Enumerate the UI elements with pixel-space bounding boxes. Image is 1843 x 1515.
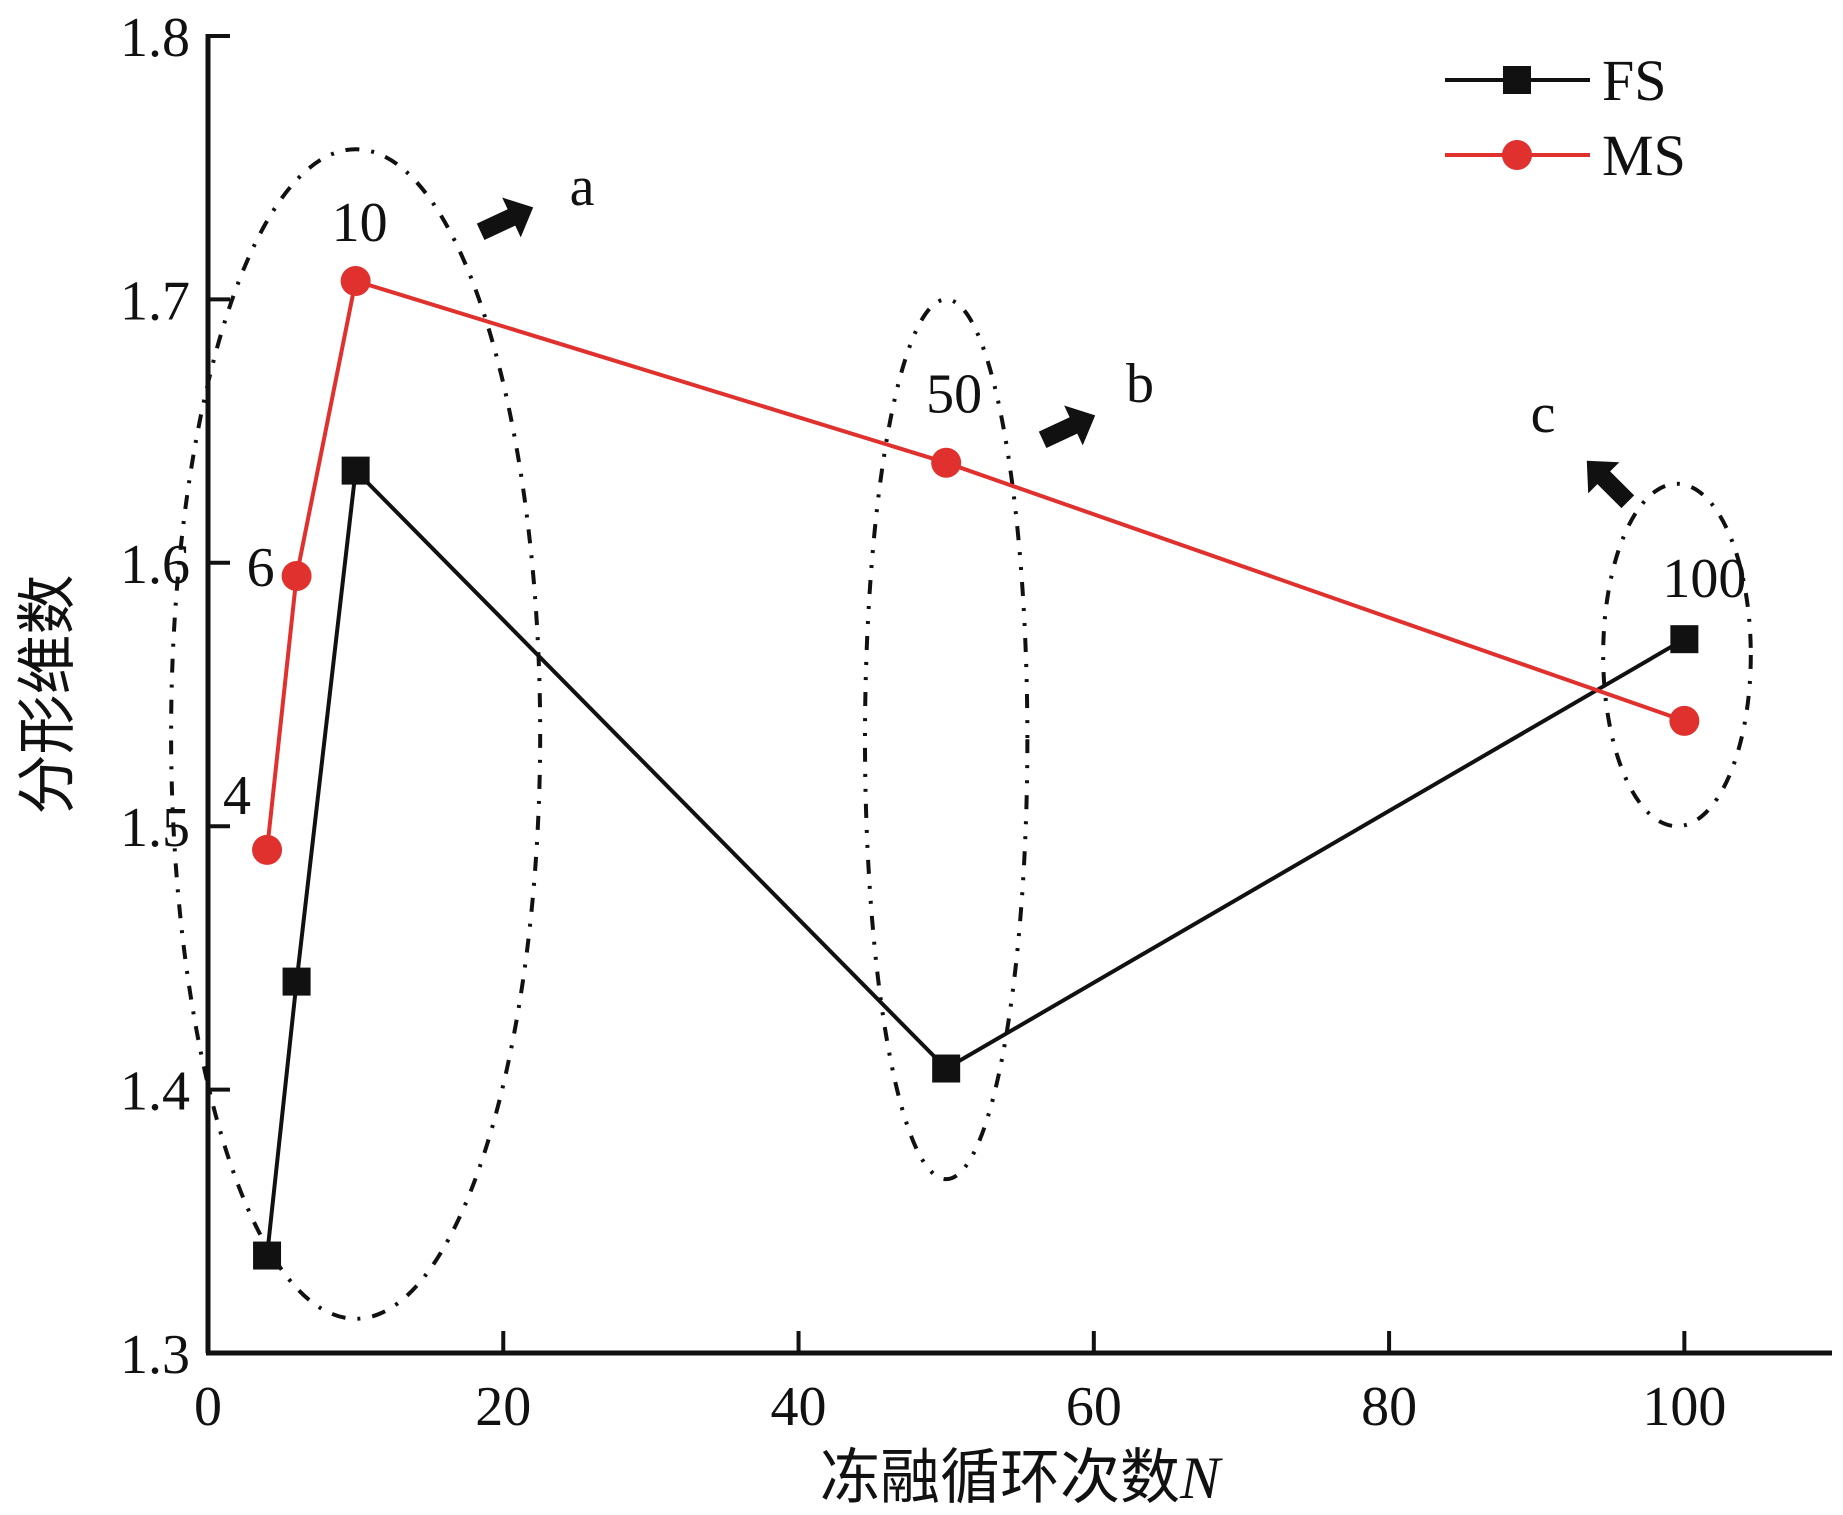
x-tick-label: 80	[1361, 1376, 1417, 1438]
series-ms	[252, 265, 1700, 865]
data-point-ms	[281, 560, 312, 591]
point-label: 4	[223, 765, 251, 827]
legend: FS MS	[1445, 48, 1686, 188]
data-point-ms	[340, 265, 371, 296]
y-tick-label: 1.4	[120, 1061, 190, 1123]
point-label: 10	[332, 192, 388, 254]
arrow-shape	[476, 197, 534, 240]
legend-label: FS	[1602, 48, 1667, 113]
y-tick-label: 1.8	[120, 7, 190, 69]
x-tick-label: 0	[194, 1376, 222, 1438]
series-line-fs	[265, 466, 1686, 1256]
x-tick-label: 60	[1066, 1376, 1122, 1438]
arrow-shape	[1586, 460, 1635, 509]
annotations: 4 6 10 50 100 a b c	[223, 156, 1746, 827]
y-axis-title: 分形维数	[15, 575, 81, 815]
series-layer	[252, 265, 1700, 1270]
y-tick-label: 1.5	[120, 797, 190, 859]
data-point-fs	[253, 1241, 282, 1270]
group-ellipse-a	[169, 147, 543, 1321]
point-label: 100	[1662, 548, 1746, 610]
y-tick-label: 1.3	[120, 1324, 190, 1386]
data-point-ms	[252, 834, 283, 865]
x-tick-label: 100	[1642, 1376, 1726, 1438]
data-point-ms	[931, 447, 962, 478]
arrow-shape	[1038, 405, 1096, 448]
arrow-icon	[476, 197, 534, 240]
x-axis-title-variable: N	[1179, 1445, 1223, 1511]
legend-marker-circle	[1502, 140, 1532, 170]
arrow-icon	[1038, 405, 1096, 448]
x-axis-title: 冻融循环次数N	[820, 1445, 1223, 1511]
legend-item-fs: FS	[1445, 48, 1667, 113]
legend-marker-square	[1503, 66, 1531, 94]
legend-item-ms: MS	[1445, 123, 1686, 188]
data-point-fs	[282, 967, 311, 996]
arrow-icon	[1586, 460, 1635, 509]
y-tick-label: 1.7	[120, 270, 190, 332]
x-tick-label: 20	[475, 1376, 531, 1438]
data-point-ms	[1669, 705, 1700, 736]
point-label: 6	[247, 537, 275, 599]
data-point-fs	[1670, 625, 1699, 654]
x-axis-title-text: 冻融循环次数	[820, 1445, 1180, 1511]
point-label: 50	[926, 364, 982, 426]
group-label-a: a	[570, 156, 595, 218]
group-label-c: c	[1531, 383, 1556, 445]
group-label-b: b	[1126, 353, 1154, 415]
data-point-fs	[932, 1054, 961, 1083]
group-ellipse-c	[1601, 481, 1753, 829]
group-ellipse-b	[862, 297, 1030, 1182]
legend-label: MS	[1602, 123, 1686, 188]
data-point-fs	[341, 456, 370, 485]
series-fs	[253, 456, 1699, 1270]
x-tick-label: 40	[771, 1376, 827, 1438]
group-ellipses	[169, 147, 1753, 1321]
